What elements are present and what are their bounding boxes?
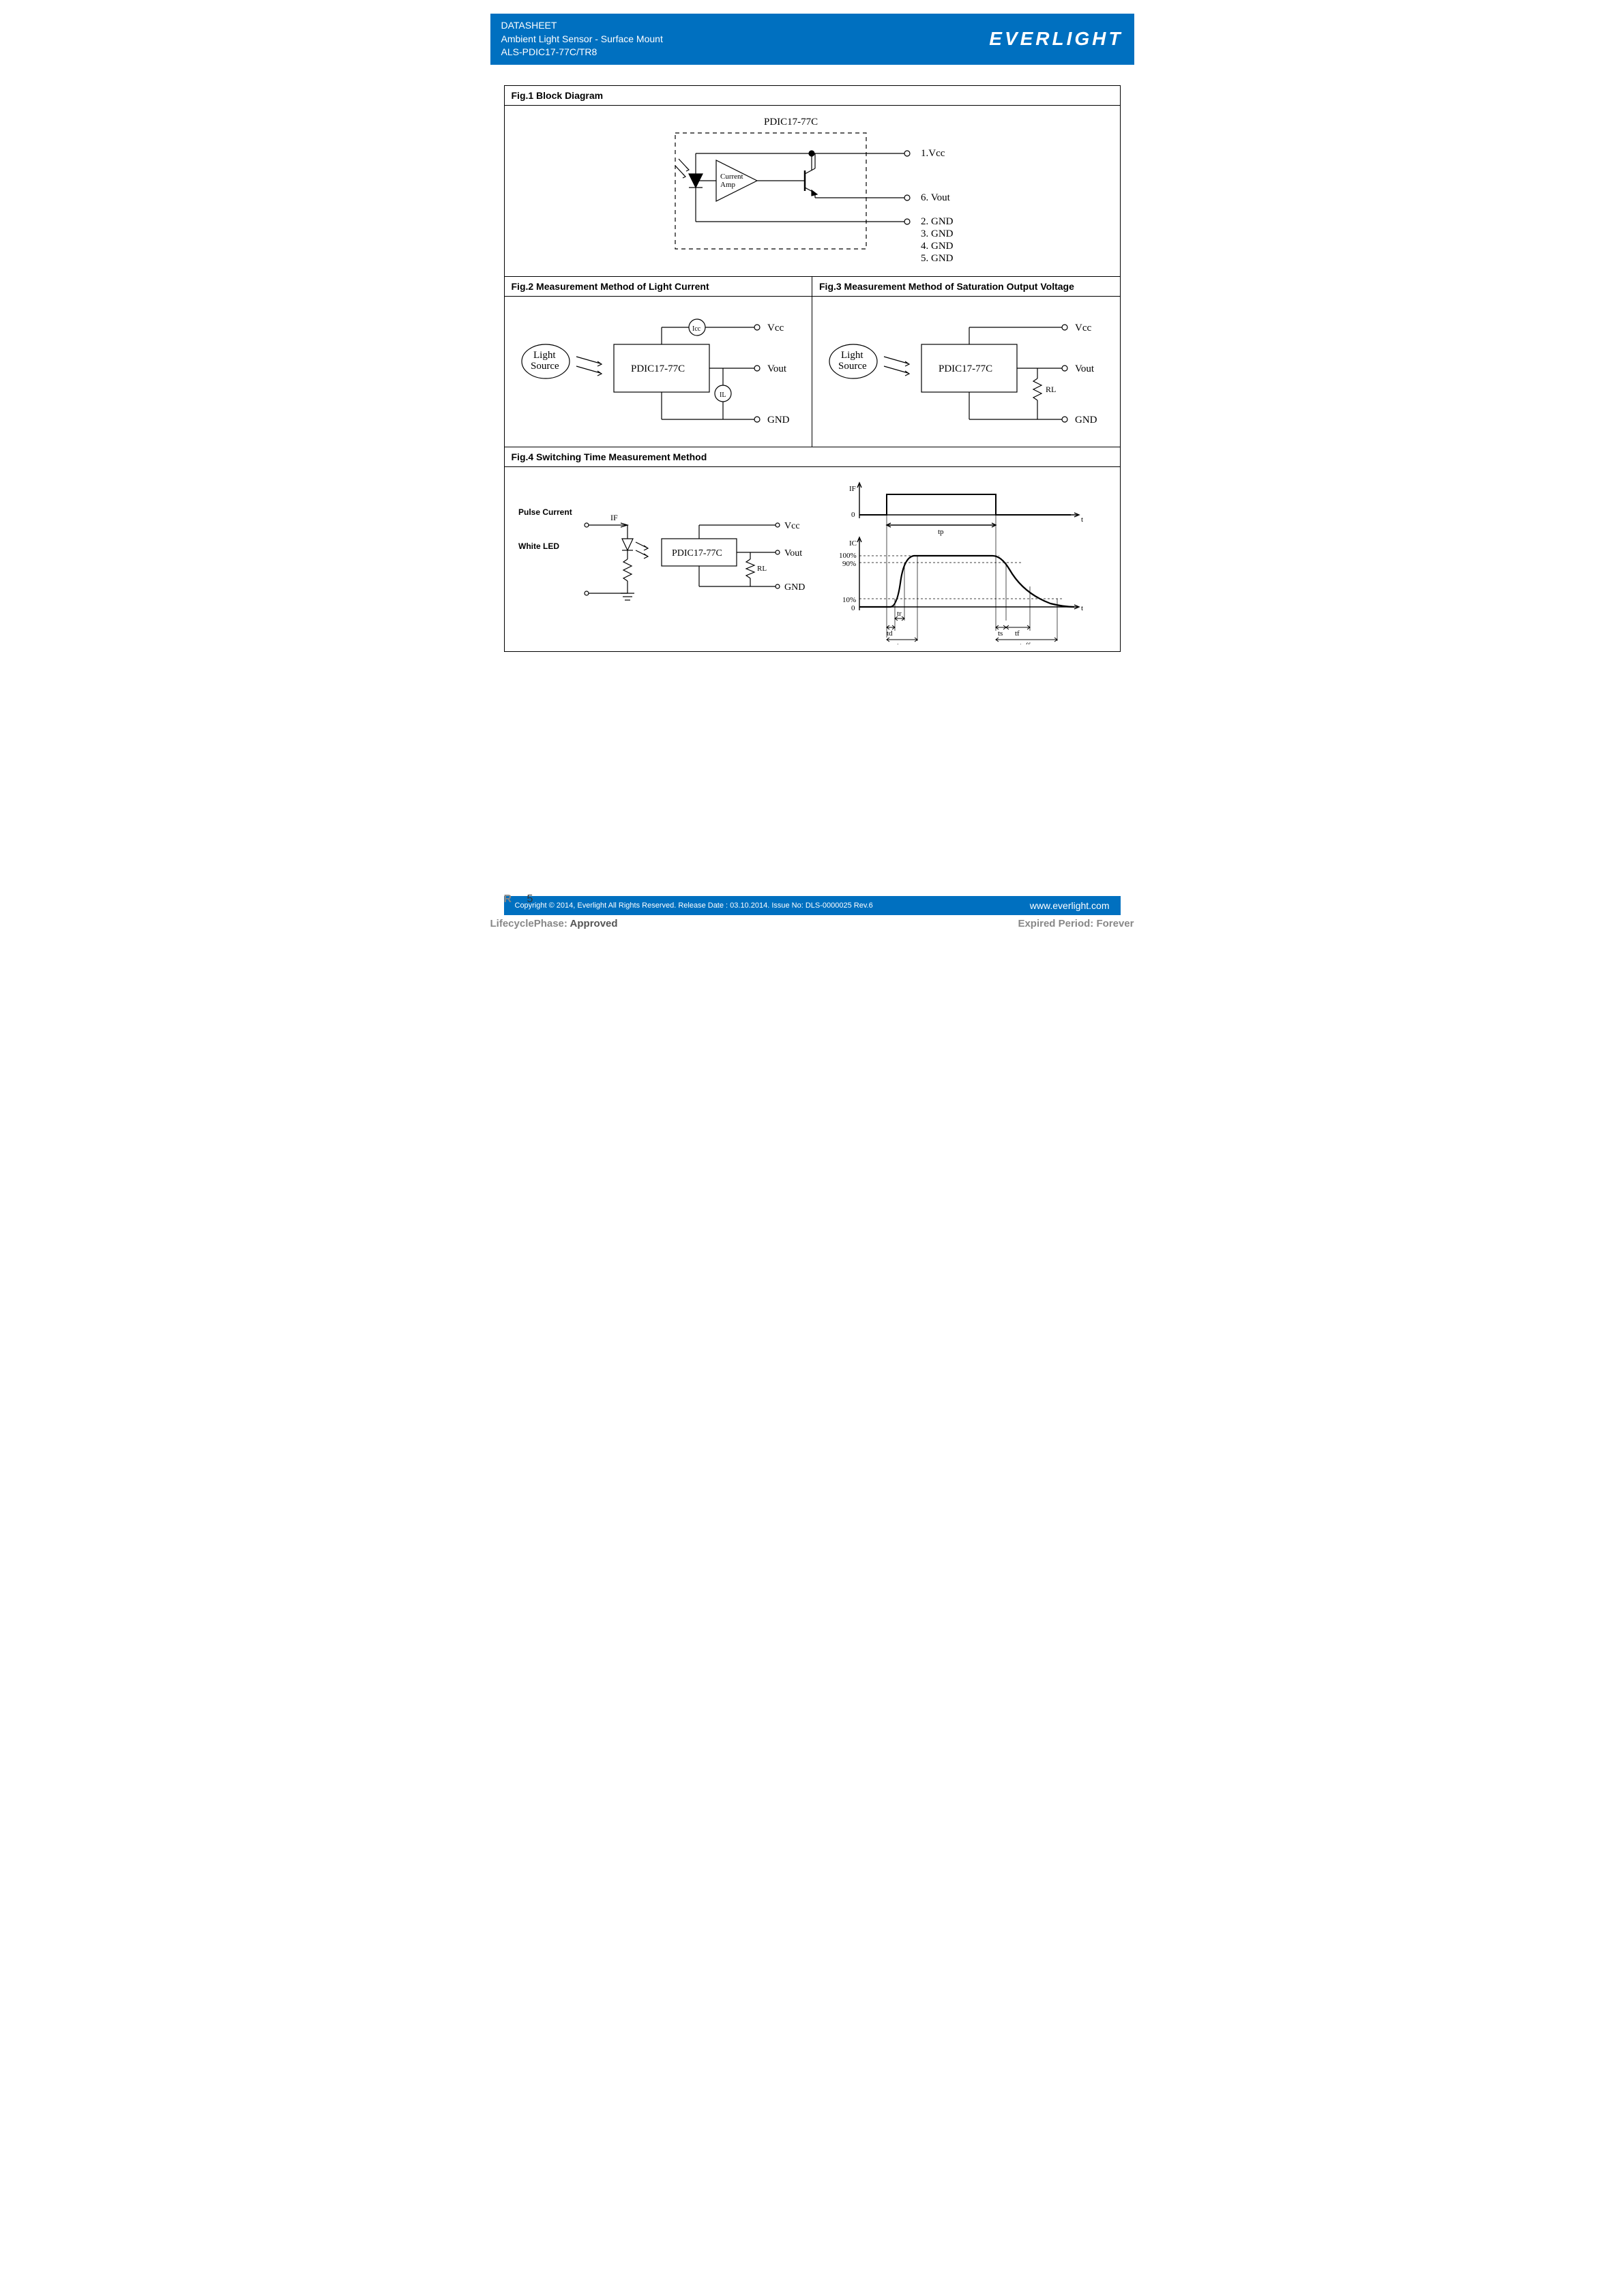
- svg-text:2. GND: 2. GND: [921, 216, 954, 227]
- svg-text:Current: Current: [720, 173, 743, 181]
- header-text: DATASHEET Ambient Light Sensor - Surface…: [501, 19, 663, 59]
- svg-text:GND: GND: [767, 415, 790, 426]
- svg-text:Icc: Icc: [692, 325, 701, 333]
- svg-text:t: t: [1081, 516, 1083, 524]
- svg-text:IC: IC: [849, 539, 857, 548]
- svg-text:RL: RL: [1046, 385, 1056, 394]
- fig4-timing-svg: IF 0 t tp IC 100% 90% 10% 0 t: [818, 474, 1105, 644]
- fig4-body: Pulse Current IF White LED PDIC17-77C Vc…: [505, 467, 1120, 651]
- svg-text:PDIC17-77C: PDIC17-77C: [672, 548, 722, 558]
- page-number-row: R 5: [463, 652, 1162, 664]
- logo: EVERLIGHT: [989, 28, 1123, 50]
- svg-text:Source: Source: [838, 361, 867, 372]
- svg-text:td: td: [887, 629, 893, 638]
- fig1-title: Fig.1 Block Diagram: [505, 86, 1120, 105]
- svg-text:4. GND: 4. GND: [921, 241, 954, 252]
- svg-text:3. GND: 3. GND: [921, 228, 954, 239]
- svg-text:t: t: [1081, 604, 1083, 612]
- svg-text:0: 0: [851, 604, 855, 612]
- svg-text:PDIC17-77C: PDIC17-77C: [939, 363, 992, 374]
- page-number: 5: [527, 893, 533, 905]
- svg-text:GND: GND: [784, 582, 805, 593]
- svg-text:Light: Light: [841, 350, 863, 361]
- svg-text:IL: IL: [720, 391, 726, 399]
- footer-url: www.everlight.com: [1030, 900, 1110, 911]
- svg-text:Source: Source: [531, 361, 559, 372]
- fig1-body: PDIC17-77C Current Amp: [505, 106, 1120, 276]
- svg-text:Vout: Vout: [784, 548, 802, 558]
- lifecycle-value: Approved: [570, 918, 618, 929]
- header-line3: ALS-PDIC17-77C/TR8: [501, 46, 663, 59]
- svg-text:Pulse Current: Pulse Current: [518, 507, 572, 517]
- svg-text:90%: 90%: [842, 560, 856, 568]
- svg-text:ton: ton: [897, 642, 907, 644]
- header-bar: DATASHEET Ambient Light Sensor - Surface…: [490, 14, 1134, 65]
- svg-text:tr: tr: [897, 610, 902, 618]
- svg-text:0: 0: [851, 511, 855, 519]
- expired-period: Expired Period: Forever: [1018, 918, 1134, 929]
- svg-text:PDIC17-77C: PDIC17-77C: [631, 363, 685, 374]
- svg-text:IF: IF: [849, 485, 856, 493]
- svg-text:Vout: Vout: [767, 363, 787, 374]
- footer-bar: Copyright © 2014, Everlight All Rights R…: [504, 896, 1121, 915]
- svg-text:Light: Light: [533, 350, 556, 361]
- svg-text:6. Vout: 6. Vout: [921, 192, 951, 203]
- svg-text:White LED: White LED: [518, 541, 559, 551]
- svg-text:RL: RL: [757, 565, 767, 573]
- svg-text:Vout: Vout: [1075, 363, 1095, 374]
- svg-text:Amp: Amp: [720, 181, 736, 189]
- header-line2: Ambient Light Sensor - Surface Mount: [501, 33, 663, 46]
- svg-text:GND: GND: [1075, 415, 1097, 426]
- fig2-body: Light Source PDIC17-77C Icc Vcc Vout IL …: [505, 297, 812, 447]
- figures-table: Fig.1 Block Diagram PDIC17-77C Current A…: [504, 85, 1121, 652]
- fig2-svg: Light Source PDIC17-77C Icc Vcc Vout IL …: [512, 303, 805, 440]
- content: Fig.1 Block Diagram PDIC17-77C Current A…: [504, 85, 1121, 652]
- svg-text:tp: tp: [938, 528, 944, 536]
- lifecycle: LifecyclePhase: Approved: [490, 918, 618, 929]
- fig4-title: Fig.4 Switching Time Measurement Method: [505, 447, 1120, 466]
- svg-text:IF: IF: [610, 513, 618, 522]
- fig1-svg: PDIC17-77C Current Amp: [512, 113, 1112, 269]
- below-footer: LifecyclePhase: Approved Expired Period:…: [490, 918, 1134, 929]
- fig3-body: Light Source PDIC17-77C Vcc Vout RL GND: [812, 297, 1120, 447]
- svg-text:100%: 100%: [839, 552, 857, 560]
- svg-text:ts: ts: [998, 629, 1003, 638]
- rev-prefix: R: [504, 893, 512, 905]
- svg-text:1.Vcc: 1.Vcc: [921, 148, 945, 159]
- footer-copyright: Copyright © 2014, Everlight All Rights R…: [515, 901, 873, 910]
- fig3-title: Fig.3 Measurement Method of Saturation O…: [812, 277, 1120, 296]
- fig3-svg: Light Source PDIC17-77C Vcc Vout RL GND: [819, 303, 1112, 440]
- fig4-circuit-svg: Pulse Current IF White LED PDIC17-77C Vc…: [512, 474, 805, 631]
- header-line1: DATASHEET: [501, 19, 663, 33]
- svg-text:toff: toff: [1020, 642, 1031, 644]
- svg-text:tf: tf: [1015, 629, 1020, 638]
- svg-text:10%: 10%: [842, 596, 856, 604]
- fig2-title: Fig.2 Measurement Method of Light Curren…: [505, 277, 812, 296]
- lifecycle-label: LifecyclePhase:: [490, 918, 567, 929]
- svg-text:Vcc: Vcc: [767, 323, 784, 333]
- svg-text:Vcc: Vcc: [784, 521, 800, 531]
- fig1-chip-label: PDIC17-77C: [764, 117, 818, 128]
- svg-text:Vcc: Vcc: [1075, 323, 1091, 333]
- svg-text:5. GND: 5. GND: [921, 253, 954, 264]
